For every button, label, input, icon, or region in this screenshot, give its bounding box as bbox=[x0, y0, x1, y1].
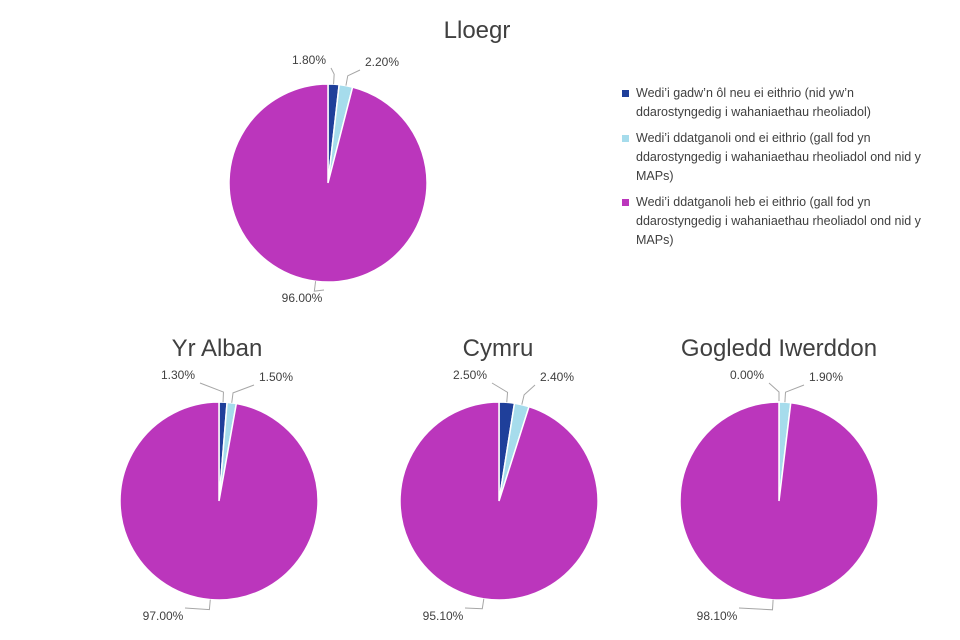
legend-label-devolved-exempt: Wedi’i ddatganoli ond ei eithrio (gall f… bbox=[636, 131, 921, 183]
pct-label-gogledd-iwerddon-left-behind: 0.00% bbox=[730, 368, 764, 382]
leader-line-lloegr-devolved-not-exempt bbox=[313, 281, 325, 292]
legend-swatch-devolved-exempt bbox=[622, 135, 629, 142]
leader-line-cymru-left-behind bbox=[491, 382, 509, 403]
pie-chart-gogledd-iwerddon: Gogledd Iwerddon 0.00% 1.90% 98.10% bbox=[679, 335, 879, 623]
pct-label-yr-alban-left-behind: 1.30% bbox=[161, 368, 195, 382]
pct-label-lloegr-devolved-not-exempt: 96.00% bbox=[282, 291, 323, 305]
pct-label-cymru-devolved-exempt: 2.40% bbox=[540, 370, 574, 384]
pct-label-lloegr-devolved-exempt: 2.20% bbox=[365, 55, 399, 69]
legend-item-devolved-not-exempt: Wedi’i ddatganoli heb ei eithrio (gall f… bbox=[622, 193, 922, 250]
pie-title-lloegr: Lloegr bbox=[444, 17, 511, 44]
legend-swatch-left-behind bbox=[622, 90, 629, 97]
pie-chart-lloegr: Lloegr 1.80% 2.20% 96.00% bbox=[228, 17, 511, 305]
leader-line-gogledd-iwerddon-devolved-exempt bbox=[784, 384, 805, 403]
pct-label-cymru-devolved-not-exempt: 95.10% bbox=[423, 609, 464, 623]
legend-item-left-behind: Wedi’i gadw’n ôl neu ei eithrio (nid yw’… bbox=[622, 84, 922, 122]
pie-title-cymru: Cymru bbox=[463, 335, 534, 362]
leader-line-gogledd-iwerddon-left-behind bbox=[768, 382, 780, 402]
pct-label-yr-alban-devolved-not-exempt: 97.00% bbox=[143, 609, 184, 623]
leader-line-yr-alban-devolved-not-exempt bbox=[184, 599, 211, 611]
pie-slice-yr-alban-devolved-not-exempt bbox=[119, 401, 319, 601]
legend-label-devolved-not-exempt: Wedi’i ddatganoli heb ei eithrio (gall f… bbox=[636, 195, 921, 247]
pct-label-gogledd-iwerddon-devolved-not-exempt: 98.10% bbox=[697, 609, 738, 623]
pct-label-cymru-left-behind: 2.50% bbox=[453, 368, 487, 382]
legend-item-devolved-exempt: Wedi’i ddatganoli ond ei eithrio (gall f… bbox=[622, 129, 922, 186]
pie-slice-cymru-devolved-not-exempt bbox=[399, 401, 599, 601]
leader-line-cymru-devolved-not-exempt bbox=[464, 598, 485, 610]
leader-line-yr-alban-left-behind bbox=[199, 382, 224, 403]
legend: Wedi’i gadw’n ôl neu ei eithrio (nid yw’… bbox=[622, 84, 922, 257]
leader-line-yr-alban-devolved-exempt bbox=[231, 384, 255, 403]
pie-title-gogledd-iwerddon: Gogledd Iwerddon bbox=[681, 335, 877, 362]
leader-line-lloegr-left-behind bbox=[330, 67, 335, 85]
pie-chart-cymru: Cymru 2.50% 2.40% 95.10% bbox=[399, 335, 599, 623]
pct-label-yr-alban-devolved-exempt: 1.50% bbox=[259, 370, 293, 384]
pct-label-lloegr-left-behind: 1.80% bbox=[292, 53, 326, 67]
pie-slice-gogledd-iwerddon-devolved-not-exempt bbox=[679, 401, 879, 601]
legend-label-left-behind: Wedi’i gadw’n ôl neu ei eithrio (nid yw’… bbox=[636, 86, 871, 119]
pie-chart-yr-alban: Yr Alban 1.30% 1.50% 97.00% bbox=[119, 335, 319, 623]
pie-title-yr-alban: Yr Alban bbox=[172, 335, 263, 362]
leader-line-cymru-devolved-exempt bbox=[521, 384, 536, 405]
pct-label-gogledd-iwerddon-devolved-exempt: 1.90% bbox=[809, 370, 843, 384]
leader-line-lloegr-devolved-exempt bbox=[345, 69, 361, 86]
pie-slice-lloegr-devolved-not-exempt bbox=[228, 83, 428, 283]
leader-line-gogledd-iwerddon-devolved-not-exempt bbox=[738, 599, 774, 611]
legend-swatch-devolved-not-exempt bbox=[622, 199, 629, 206]
